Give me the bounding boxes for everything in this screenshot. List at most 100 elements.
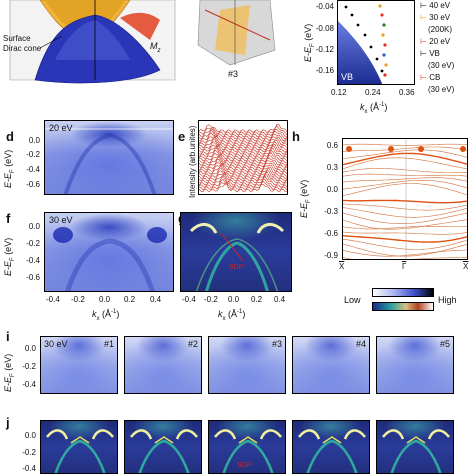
edc-curve (199, 174, 287, 184)
f-xlabel: kx (Å-1) (92, 308, 119, 324)
diagram-number-label: #3 (228, 69, 239, 79)
xlabel-unit: (Å (367, 102, 380, 112)
mz-main: M (150, 41, 158, 51)
legend-text: (200K) (428, 25, 453, 34)
edc-curve (199, 147, 287, 158)
f-ytick: -0.4 (26, 256, 40, 265)
panel-e-ylabel: Intensity (arb.unites) (188, 125, 197, 198)
edc-curve (199, 125, 287, 136)
i-ytick: 0.0 (24, 344, 36, 353)
panel-i-label: i (6, 329, 10, 344)
legend-item: ⊢ 40 eV (420, 1, 451, 10)
top-mid-diagram: #3 (190, 0, 280, 85)
f-ytick: 0.0 (28, 222, 40, 231)
legend-text: (30 eV) (428, 85, 455, 94)
colorbar-low-label: Low (344, 295, 361, 305)
top-right-plot: E-EF (eV) -0.04 -0.08 -0.12 -0.16 (300, 0, 474, 125)
f-energy-label: 30 eV (49, 215, 73, 225)
top-left-diagram: Surface Dirac cone Mz (0, 0, 180, 85)
legend-item: ⊢ VB (420, 49, 440, 58)
tr-series-colored (378, 4, 388, 77)
legend-item: (30 eV) (420, 84, 474, 96)
i-energy-label: 30 eV (44, 339, 68, 349)
d-ytick: -0.2 (26, 150, 40, 159)
panel-h-band-structure (342, 138, 468, 260)
j-curvature-tile (292, 420, 370, 474)
edc-curve (199, 149, 287, 160)
edc-curve (199, 171, 287, 182)
xlabel-exp: -1 (379, 102, 385, 108)
edc-curve (199, 137, 287, 146)
edc-curve (199, 152, 287, 162)
panel-h-label: h (292, 129, 300, 144)
edc-curve (199, 128, 287, 138)
j-tile-bands (214, 429, 282, 473)
xlabel-sub: x (222, 315, 226, 322)
j-curvature-tile (376, 420, 454, 474)
ylabel-unit: (eV) (3, 149, 13, 170)
band-line (343, 173, 467, 177)
xlabel-text: k (218, 309, 223, 319)
edc-curve (199, 159, 287, 168)
tr-ytick: -0.08 (315, 24, 334, 33)
xlabel-close: ) (116, 309, 120, 319)
xlabel-sub: x (364, 108, 368, 115)
panel-d-arpes-image: 20 eV (44, 120, 174, 195)
h-xtick: X (463, 262, 469, 271)
tr-series-black (344, 5, 384, 73)
edc-curve (199, 145, 287, 155)
i-ytick: -0.2 (22, 362, 36, 371)
h-ytick: -0.6 (324, 229, 338, 238)
legend-text: (30 eV) (428, 61, 455, 70)
g-band-overlay (189, 223, 285, 291)
tr-plot-area: VB (337, 0, 415, 85)
band-line (343, 180, 467, 190)
h-xtick: Γ (402, 262, 407, 271)
f-xtick: 0.2 (124, 295, 136, 304)
band-line (343, 143, 467, 146)
xlabel-exp: -1 (237, 309, 243, 315)
d-ytick: -0.4 (26, 165, 40, 174)
d-ytick: 0.0 (28, 136, 40, 145)
tr-dispersion-svg (338, 4, 388, 84)
tr-ytick: -0.16 (315, 66, 334, 75)
legend-item: ⊢ 30 eV (420, 13, 451, 22)
band-line (343, 149, 467, 159)
xlabel-unit: (Å (99, 309, 112, 319)
panel-d-label: d (6, 129, 14, 144)
j-sdp-label: SDP (237, 462, 252, 469)
tr-legend: ⊢ 40 eV ⊢ 30 eV (200K) ⊢ 20 eV ⊢ VB (30 … (420, 0, 474, 120)
band-line (343, 199, 467, 204)
band-line (343, 203, 467, 211)
xlabel-sub: x (96, 315, 100, 322)
f-xtick: 0.0 (99, 295, 111, 304)
f-xtick: -0.2 (71, 295, 85, 304)
g-xtick: 0.0 (228, 295, 240, 304)
i-arpes-tile: #4 (292, 336, 370, 394)
f-ytick: -0.2 (26, 239, 40, 248)
tr-xtick: 0.24 (365, 88, 381, 97)
band-line (343, 219, 467, 230)
edc-curve (199, 132, 287, 142)
band-node (460, 146, 466, 152)
edc-curve (199, 141, 287, 151)
edc-curve (199, 180, 287, 191)
xlabel-text: k (360, 102, 365, 112)
h-band-lines (343, 139, 467, 259)
edc-curve (199, 175, 287, 186)
h-ytick: -0.9 (324, 251, 338, 260)
edc-curve (199, 136, 287, 144)
legend-item: (30 eV) (420, 60, 474, 72)
i-ytick: -0.4 (22, 380, 36, 389)
edc-curve (199, 156, 287, 166)
d-ytick: -0.6 (26, 180, 40, 189)
edc-curve (199, 129, 287, 140)
legend-text: CB (429, 73, 441, 82)
xlabel-unit: (Å (225, 309, 238, 319)
band-line (343, 231, 467, 235)
j-tile-bands (46, 429, 114, 473)
vb-label: VB (341, 72, 354, 82)
tr-xtick: 0.12 (331, 88, 347, 97)
xlabel-close: ) (384, 102, 388, 112)
i-tile-number: #4 (355, 339, 366, 349)
